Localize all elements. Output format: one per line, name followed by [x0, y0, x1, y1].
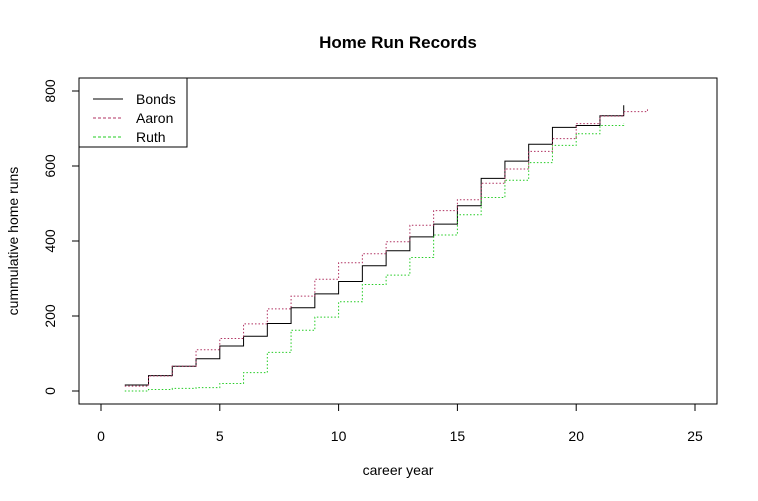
- y-tick-label: 0: [42, 387, 58, 395]
- x-tick-label: 0: [97, 428, 105, 444]
- y-axis-label: cummulative home runs: [5, 167, 21, 316]
- legend-label-bonds: Bonds: [136, 91, 176, 107]
- y-tick-label: 200: [42, 304, 58, 328]
- legend-label-ruth: Ruth: [136, 129, 166, 145]
- x-tick-label: 10: [331, 428, 347, 444]
- x-tick-label: 15: [450, 428, 466, 444]
- x-tick-label: 20: [568, 428, 584, 444]
- legend: Bonds Aaron Ruth: [78, 77, 188, 148]
- legend-label-aaron: Aaron: [136, 110, 173, 126]
- y-tick-label: 800: [42, 79, 58, 103]
- chart-title: Home Run Records: [319, 33, 477, 52]
- series-line-ruth: [124, 123, 625, 392]
- series-line-aaron: [124, 107, 648, 387]
- legend-box: [78, 77, 188, 148]
- x-tick-label: 25: [687, 428, 703, 444]
- x-axis-label: career year: [363, 462, 434, 478]
- series-layer: [124, 105, 648, 392]
- series-line-bonds: [124, 105, 625, 386]
- y-tick-label: 600: [42, 154, 58, 178]
- x-tick-label: 5: [216, 428, 224, 444]
- y-tick-label: 400: [42, 229, 58, 253]
